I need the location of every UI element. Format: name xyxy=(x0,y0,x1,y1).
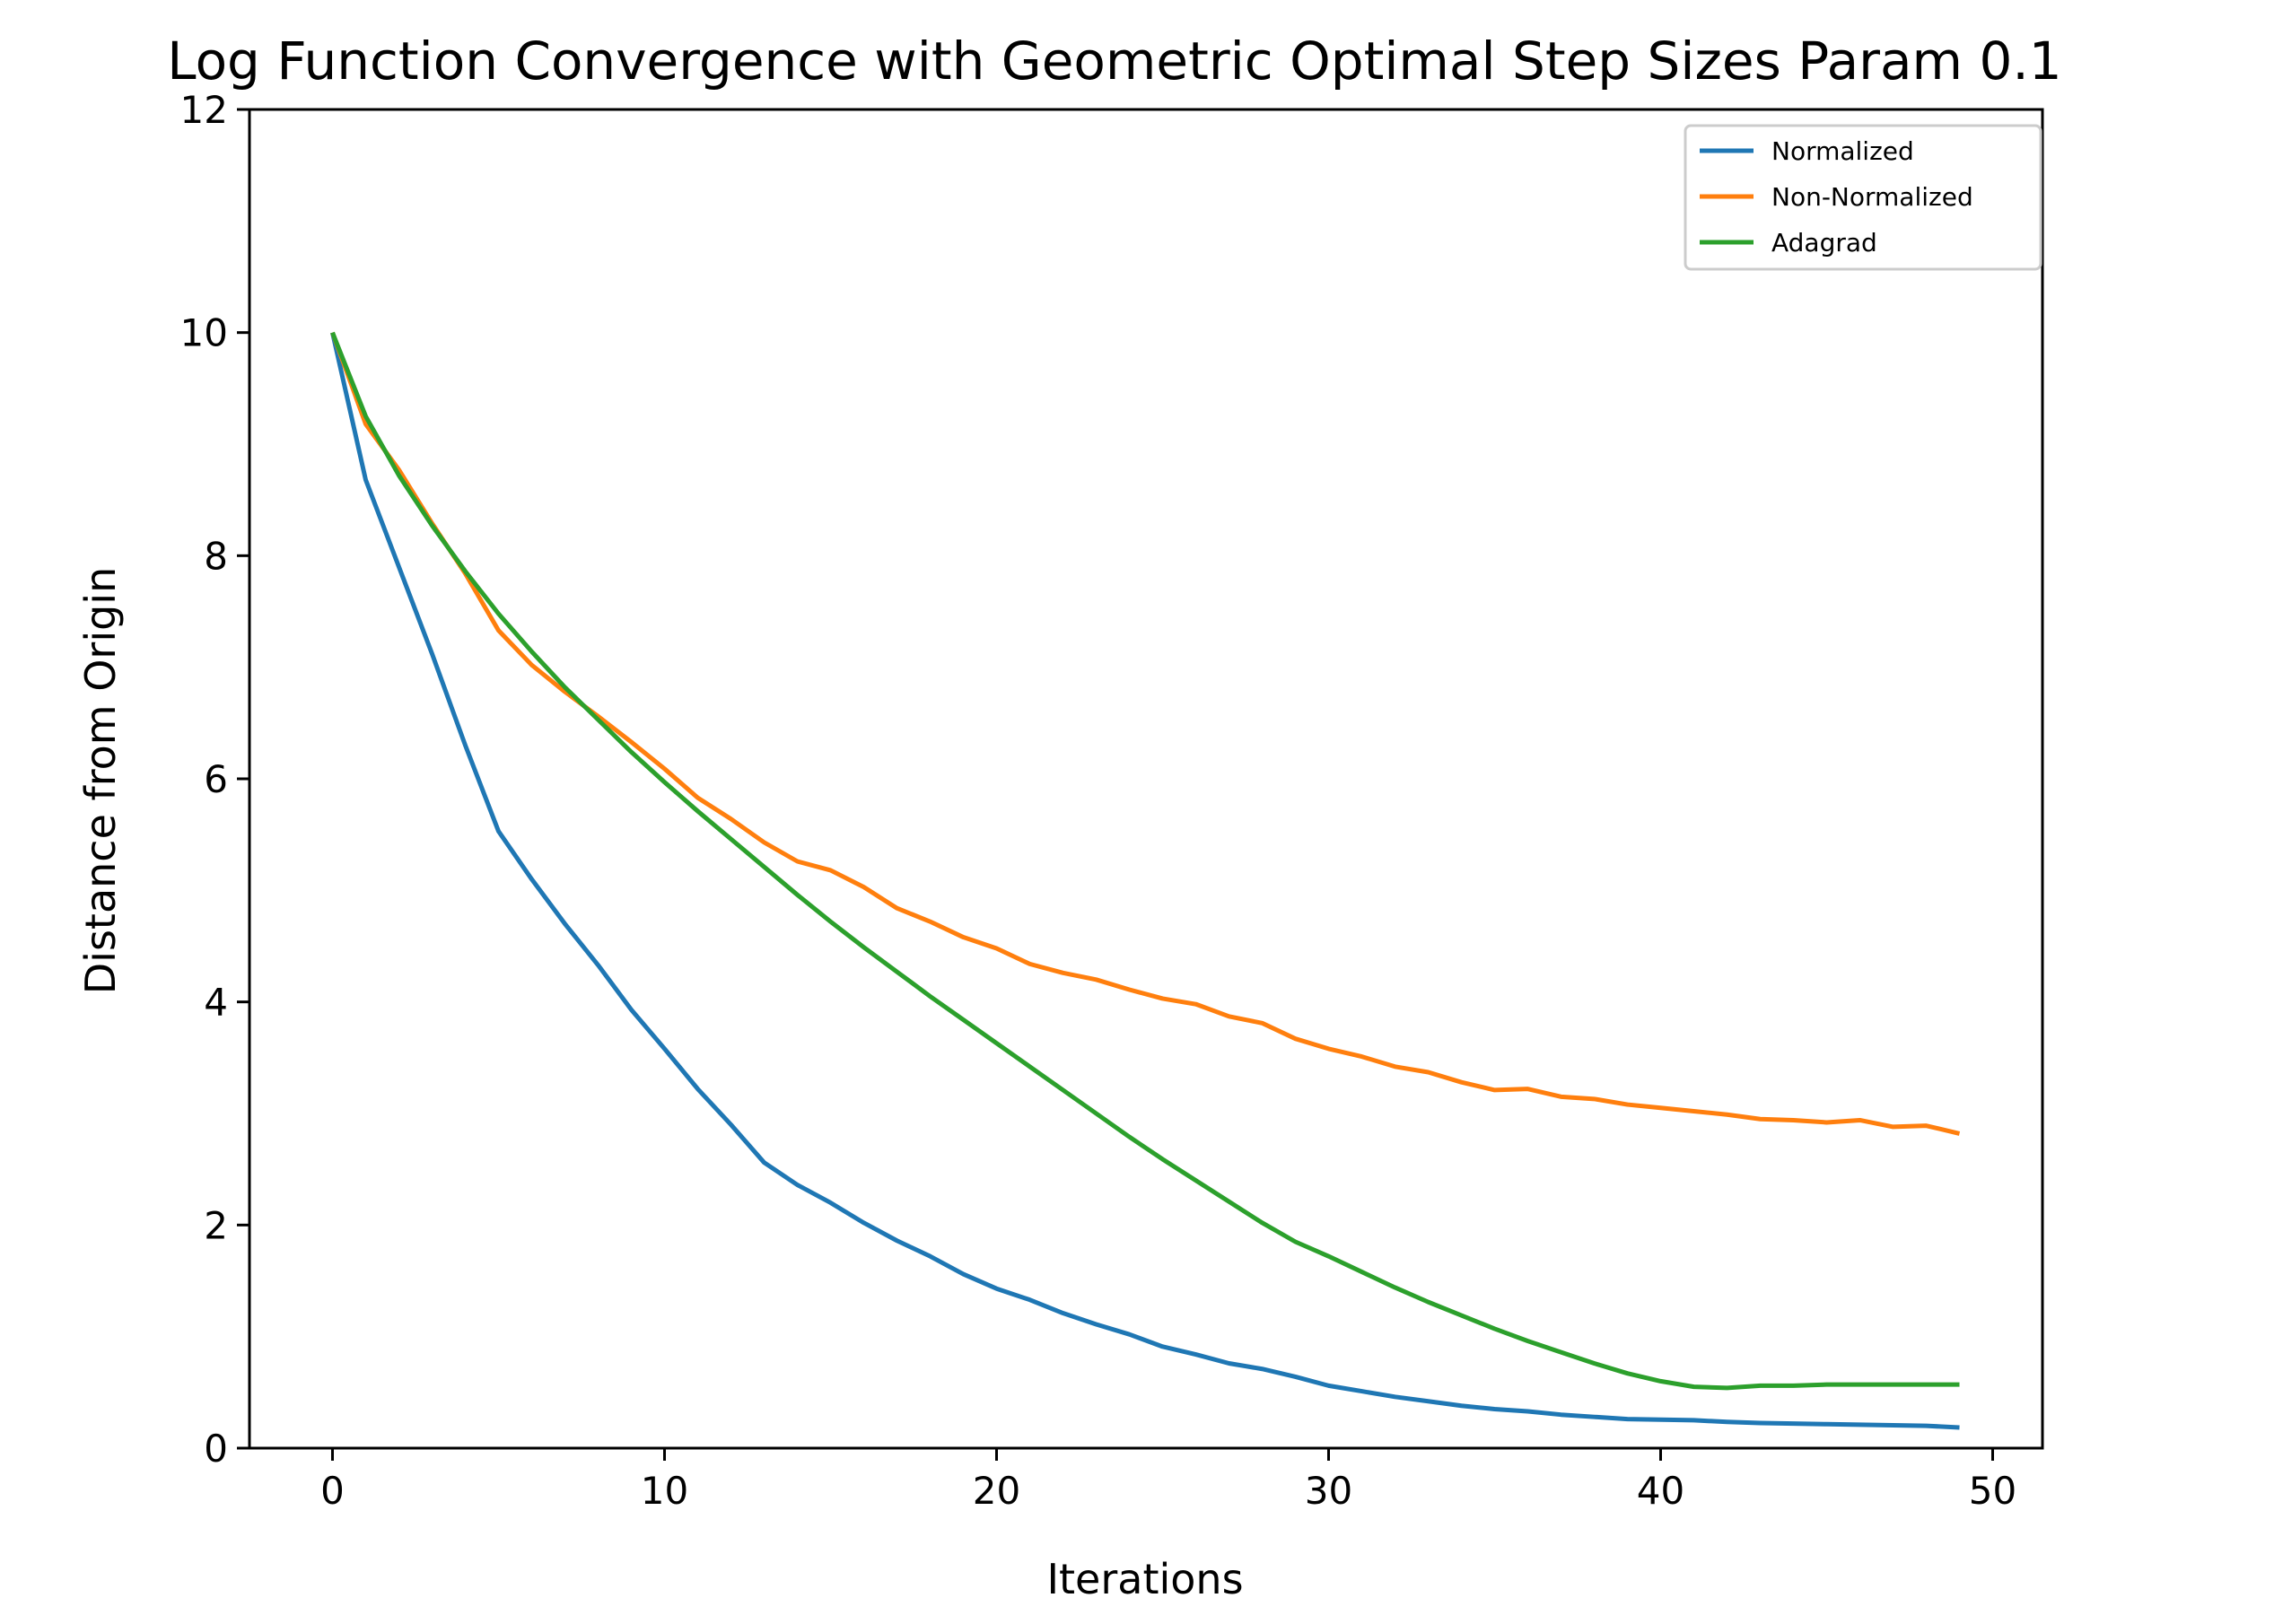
y-tick-label: 12 xyxy=(180,88,228,132)
y-tick-label: 6 xyxy=(204,757,228,801)
y-tick-label: 8 xyxy=(204,534,228,578)
series-layer xyxy=(330,331,1961,1430)
x-tick-label: 20 xyxy=(973,1469,1020,1513)
y-tick-label: 2 xyxy=(204,1203,228,1247)
y-tick-label: 0 xyxy=(204,1427,228,1471)
x-tick-label: 30 xyxy=(1305,1469,1352,1513)
legend-box xyxy=(1684,124,2042,271)
x-axis-label: Iterations xyxy=(1046,1555,1243,1603)
x-tick-label: 0 xyxy=(320,1469,345,1513)
series-line-normalized xyxy=(330,332,1960,1430)
legend: Normalized Non-Normalized Adagrad xyxy=(1684,124,2042,271)
series-line-adagrad xyxy=(330,331,1960,1391)
chart-title: Log Function Convergence with Geometric … xyxy=(167,31,2061,92)
y-axis-label: Distance from Origin xyxy=(76,567,125,994)
x-tick-label: 10 xyxy=(641,1469,688,1513)
plot-frame xyxy=(248,108,2044,1450)
y-tick-label: 4 xyxy=(204,981,228,1025)
y-tick-label: 10 xyxy=(180,311,228,355)
legend-label: Adagrad xyxy=(1771,228,1877,258)
x-tick-label: 40 xyxy=(1637,1469,1684,1513)
legend-label: Non-Normalized xyxy=(1771,182,1973,212)
series-line-non-normalized xyxy=(330,331,1961,1136)
x-tick-label: 50 xyxy=(1969,1469,2016,1513)
legend-label: Normalized xyxy=(1771,136,1914,166)
ticks-layer: 0 10 20 30 40 50 0 2 4 6 8 10 12 xyxy=(180,88,2017,1513)
